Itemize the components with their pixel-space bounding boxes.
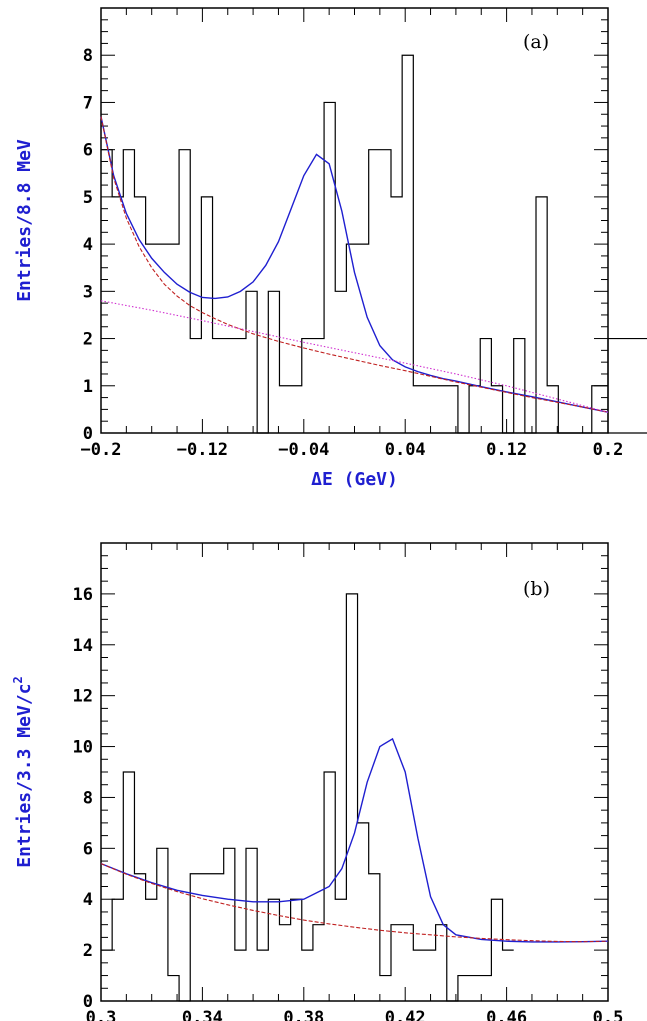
plot-frame bbox=[100, 7, 609, 434]
fit-curve-solid bbox=[100, 116, 609, 413]
histogram-steps bbox=[101, 54, 647, 434]
y-axis-title: Entries/3.3 MeV/c2 bbox=[11, 676, 35, 867]
y-tick-label: 2 bbox=[83, 330, 93, 350]
histogram-steps bbox=[101, 593, 514, 1002]
x-tick-label: 0.3 bbox=[86, 1008, 117, 1021]
x-tick-label: 0.34 bbox=[182, 1008, 223, 1021]
x-tick-label: 0.42 bbox=[385, 1008, 426, 1021]
fit-curve-dashed bbox=[100, 116, 609, 413]
y-tick-label: 6 bbox=[83, 141, 93, 161]
x-tick-label: 0.04 bbox=[385, 440, 426, 460]
y-tick-label: 16 bbox=[73, 585, 93, 605]
x-tick-label: 0.46 bbox=[486, 1008, 527, 1021]
panel-label: (a) bbox=[523, 31, 549, 53]
fit-curve-dotted bbox=[100, 300, 609, 413]
y-tick-label: 0 bbox=[83, 992, 93, 1012]
y-axis-title: Entries/8.8 MeV bbox=[14, 139, 35, 302]
x-tick-label: −0.04 bbox=[278, 440, 329, 460]
x-tick-label: 0.5 bbox=[593, 1008, 624, 1021]
panel-a: −0.2 −0.12 −0.04 0.04 0.12 0.2 0 1 2 3 4 5 6 7 8 (a) ΔE … bbox=[14, 7, 647, 490]
y-tick-label: 1 bbox=[83, 377, 93, 397]
y-tick-label: 4 bbox=[83, 890, 93, 910]
x-tick-label: −0.2 bbox=[81, 440, 122, 460]
x-axis-title: ΔE (GeV) bbox=[311, 469, 398, 490]
panel-b: 0.30.340.380.420.460.50246810121416(b)ΔM… bbox=[11, 542, 624, 1021]
y-tick-label: 2 bbox=[83, 941, 93, 961]
fit-curve-solid bbox=[100, 737, 609, 943]
y-tick-label: 8 bbox=[83, 46, 93, 66]
y-tick-label: 4 bbox=[83, 235, 93, 255]
plot-frame bbox=[100, 542, 609, 1002]
y-tick-label: 14 bbox=[73, 636, 93, 656]
y-tick-label: 0 bbox=[83, 424, 93, 444]
y-tick-label: 8 bbox=[83, 788, 93, 808]
fit-curve-dashed bbox=[100, 863, 609, 943]
panel-label: (b) bbox=[523, 578, 550, 600]
y-tick-label: 6 bbox=[83, 839, 93, 859]
x-tick-label: 0.2 bbox=[593, 440, 624, 460]
x-tick-label: 0.38 bbox=[283, 1008, 324, 1021]
y-tick-label: 3 bbox=[83, 282, 93, 302]
y-tick-label: 12 bbox=[73, 687, 93, 707]
y-tick-label: 7 bbox=[83, 93, 93, 113]
x-tick-label: −0.12 bbox=[177, 440, 228, 460]
y-tick-label: 5 bbox=[83, 188, 93, 208]
y-tick-label: 10 bbox=[73, 738, 93, 758]
x-tick-label: 0.12 bbox=[486, 440, 527, 460]
